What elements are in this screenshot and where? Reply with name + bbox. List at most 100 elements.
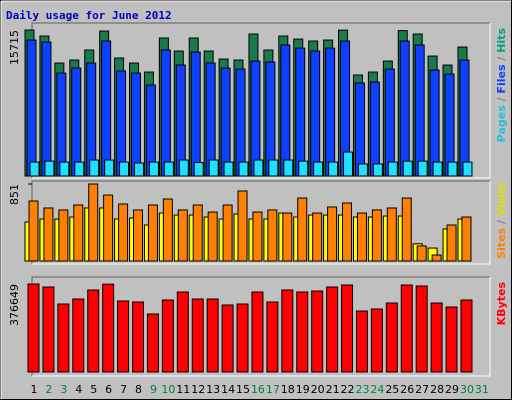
bar bbox=[402, 160, 413, 177]
x-tick-label: 17 bbox=[266, 383, 280, 396]
bar bbox=[104, 159, 115, 177]
bar bbox=[250, 60, 261, 177]
x-tick-label: 19 bbox=[296, 383, 310, 396]
x-tick-label: 3 bbox=[60, 383, 67, 396]
bar bbox=[73, 204, 84, 262]
bar bbox=[58, 209, 69, 262]
panel-border bbox=[32, 23, 491, 179]
bar bbox=[400, 284, 413, 373]
bar bbox=[59, 161, 70, 177]
bar bbox=[445, 306, 458, 373]
x-tick-label: 27 bbox=[415, 383, 429, 396]
bar bbox=[89, 159, 100, 177]
bar bbox=[236, 303, 249, 373]
bar bbox=[118, 203, 129, 262]
x-tick-label: 18 bbox=[281, 383, 295, 396]
bar bbox=[415, 285, 428, 373]
x-tick-label: 10 bbox=[161, 383, 175, 396]
legend-entry: Hits bbox=[495, 28, 508, 53]
bar bbox=[297, 197, 308, 262]
bar bbox=[131, 72, 142, 177]
bar bbox=[163, 161, 174, 177]
bar bbox=[44, 160, 55, 177]
bar bbox=[208, 159, 219, 177]
bar bbox=[57, 303, 70, 373]
bar bbox=[414, 44, 425, 177]
bar bbox=[429, 69, 440, 177]
bar bbox=[444, 73, 455, 177]
bar bbox=[207, 211, 218, 262]
bar bbox=[27, 283, 40, 373]
bar bbox=[87, 289, 100, 373]
bar bbox=[312, 212, 323, 262]
bar bbox=[162, 198, 173, 262]
x-tick-label: 12 bbox=[191, 383, 205, 396]
bar bbox=[357, 163, 368, 177]
bar bbox=[266, 301, 279, 373]
bar bbox=[177, 209, 188, 262]
bar bbox=[265, 61, 276, 177]
bar bbox=[327, 206, 338, 262]
x-tick-label: 6 bbox=[105, 383, 112, 396]
y-tick-label: 851 bbox=[8, 184, 21, 205]
bar bbox=[341, 284, 354, 373]
bar bbox=[462, 161, 473, 177]
bar bbox=[193, 162, 204, 177]
legend-entry: Visits bbox=[495, 182, 508, 217]
x-tick-label: 5 bbox=[90, 383, 97, 396]
bar bbox=[251, 291, 264, 373]
legend: Sites / Visits bbox=[495, 182, 508, 259]
x-tick-label: 28 bbox=[430, 383, 444, 396]
bar bbox=[385, 302, 398, 373]
bar bbox=[354, 82, 365, 177]
x-tick-label: 21 bbox=[326, 383, 340, 396]
bar bbox=[148, 161, 159, 177]
bar bbox=[146, 313, 159, 373]
bar bbox=[221, 304, 234, 373]
bar bbox=[56, 72, 67, 177]
bar bbox=[220, 67, 231, 177]
bar bbox=[117, 300, 130, 373]
bar bbox=[310, 50, 321, 177]
bar bbox=[343, 151, 354, 177]
x-tick-label: 26 bbox=[400, 383, 414, 396]
x-tick-label: 11 bbox=[176, 383, 190, 396]
bar bbox=[43, 207, 54, 262]
legend: KBytes bbox=[495, 282, 508, 326]
x-tick-label: 7 bbox=[120, 383, 127, 396]
bar bbox=[431, 254, 442, 262]
bar bbox=[191, 298, 204, 373]
bar bbox=[116, 70, 127, 177]
x-tick-label: 25 bbox=[385, 383, 399, 396]
x-tick-label: 16 bbox=[251, 383, 265, 396]
bar bbox=[102, 283, 115, 373]
x-tick-label: 13 bbox=[206, 383, 220, 396]
legend-entry: Pages bbox=[495, 105, 508, 143]
bar bbox=[283, 159, 294, 177]
bar bbox=[311, 290, 324, 373]
bar bbox=[192, 204, 203, 262]
bar bbox=[161, 299, 174, 373]
bar bbox=[432, 161, 443, 177]
bar bbox=[282, 212, 293, 262]
bar bbox=[296, 291, 309, 373]
bar bbox=[460, 299, 473, 373]
bar bbox=[26, 39, 37, 177]
bar bbox=[430, 302, 443, 373]
bar bbox=[252, 211, 263, 262]
x-tick-label: 9 bbox=[150, 383, 157, 396]
x-tick-label: 1 bbox=[31, 383, 38, 396]
bar bbox=[447, 161, 458, 177]
bar bbox=[134, 162, 145, 177]
bar bbox=[101, 40, 112, 177]
panel-border bbox=[32, 181, 491, 265]
bar bbox=[267, 209, 278, 262]
legend-entry: Sites bbox=[495, 227, 508, 258]
bar bbox=[328, 161, 339, 177]
bar bbox=[370, 308, 383, 373]
bar bbox=[446, 224, 457, 262]
bar bbox=[190, 51, 201, 177]
bar bbox=[238, 161, 249, 177]
